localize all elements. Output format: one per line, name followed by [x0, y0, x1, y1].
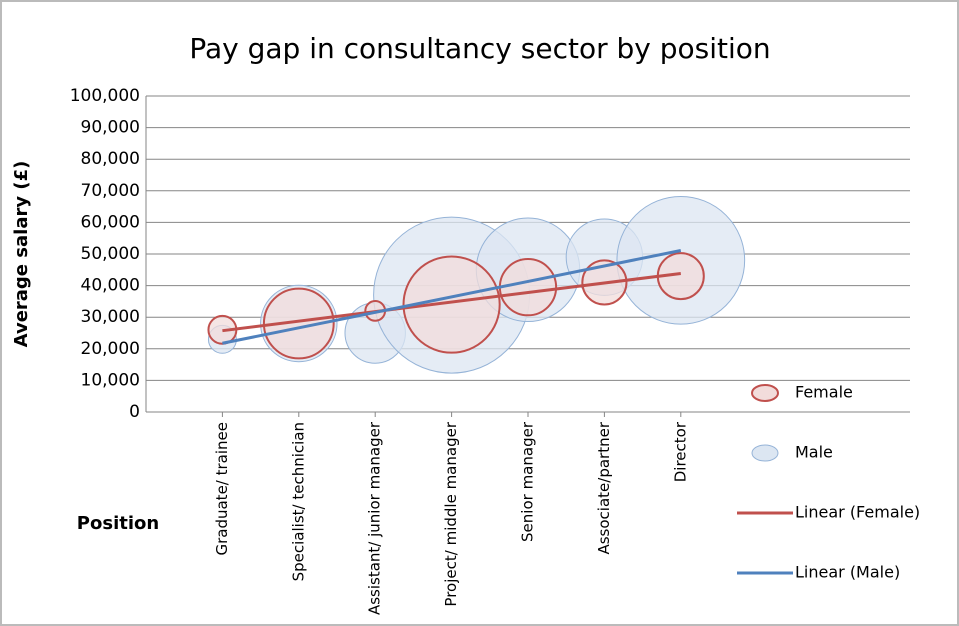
y-tick-label: 20,000	[81, 339, 140, 359]
x-tick-label: Assistant/ junior manager	[366, 421, 384, 615]
legend-marker	[751, 444, 779, 462]
y-tick-label: 40,000	[81, 276, 140, 296]
y-tick-label: 80,000	[81, 149, 140, 169]
x-tick-label: Specialist/ technician	[289, 422, 307, 581]
x-tick-label: Director	[671, 421, 689, 482]
legend-label: Linear (Female)	[795, 503, 920, 522]
legend-label: Male	[795, 443, 833, 462]
chart-title: Pay gap in consultancy sector by positio…	[189, 32, 770, 65]
x-tick-label: Associate/partner	[595, 421, 613, 554]
bubble	[262, 287, 335, 360]
y-tick-label: 0	[129, 402, 140, 422]
trendline	[222, 249, 682, 345]
y-tick-label: 60,000	[81, 212, 140, 232]
y-tick-label: 70,000	[81, 181, 140, 201]
y-tick-label: 90,000	[81, 118, 140, 138]
bubble	[402, 255, 501, 354]
trendline	[222, 271, 681, 333]
x-tick-label: Project/ middle manager	[442, 421, 460, 606]
y-axis-label: Average salary (£)	[11, 161, 32, 348]
x-tick-label: Graduate/ trainee	[213, 422, 231, 556]
legend-label: Female	[795, 383, 853, 402]
y-tick-label: 50,000	[81, 244, 140, 264]
y-tick-label: 100,000	[70, 86, 140, 106]
x-tick-label: Senior manager	[519, 421, 537, 542]
bubble	[498, 258, 558, 317]
y-tick-label: 10,000	[81, 370, 140, 390]
legend-label: Linear (Male)	[795, 563, 900, 582]
x-axis-label: Position	[77, 513, 159, 534]
y-tick-label: 30,000	[81, 307, 140, 327]
legend-marker	[751, 384, 779, 402]
